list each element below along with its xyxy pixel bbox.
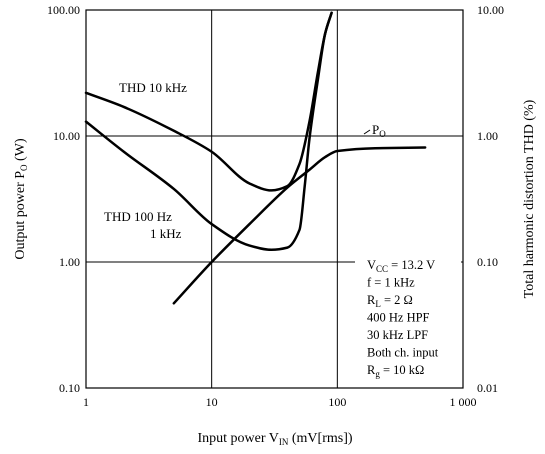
y-right-axis-title: Total harmonic distortion THD (%) [522,99,537,298]
series-line-thd-10-khz [84,11,333,192]
x-tick-label: 100 [328,395,346,409]
condition-line-main: R [367,363,376,377]
series-label-po-main: P [372,122,379,137]
condition-line-main: 30 kHz LPF [367,328,428,342]
condition-line-tail: = 13.2 V [388,258,435,272]
series-label-thd-100hz-1khz: THD 100 Hz 1 kHz [104,209,182,241]
series-line-p [172,146,427,305]
series-label-thd-100hz-line2: 1 kHz [150,226,182,241]
y-left-tick-label: 1.00 [59,255,80,269]
x-axis-title-main: Input power V [197,431,278,446]
condition-line-main: R [367,293,376,307]
series-label-thd-10khz: THD 10 kHz [119,80,187,95]
condition-line: VCC = 13.2 V [367,258,435,274]
labels: Input power VIN (mV[rms])Output power PO… [13,80,537,447]
x-tick-label: 10 [206,395,218,409]
condition-line-main: f = 1 kHz [367,276,415,290]
series-label-po: PO [372,122,386,139]
condition-line: Both ch. input [367,346,439,360]
plot-frame [85,9,464,389]
y-right-tick-label: 0.10 [477,255,498,269]
y-left-axis-title-sub: O [19,164,29,171]
y-right-tick-label: 1.00 [477,129,498,143]
y-left-tick-label: 10.00 [53,129,80,143]
condition-line-sub: CC [376,264,388,274]
condition-line-sub: L [375,299,381,309]
conditions-background [355,254,461,386]
x-tick-label: 1 000 [450,395,477,409]
condition-line: 400 Hz HPF [367,311,430,325]
y-left-tick-label: 0.10 [59,381,80,395]
curves [84,11,427,305]
series-label-thd-10khz-main: THD 10 kHz [119,80,187,95]
condition-line-main: 400 Hz HPF [367,311,430,325]
series-line-thd-100-hz-1-khz [84,11,333,252]
condition-line: Rg = 10 kΩ [367,363,424,379]
x-axis-title-tail: (mV[rms]) [288,431,352,446]
x-axis-title: Input power VIN (mV[rms]) [197,431,352,447]
condition-line: 30 kHz LPF [367,328,428,342]
condition-line-sub: g [375,369,380,379]
ticks: 1 10 100 1 000 0.10 1.00 10.00 100.00 0.01 0.10 1.… [47,3,504,409]
series-label-po-sub: O [379,129,386,139]
po-label-leader [363,129,371,135]
condition-line: RL = 2 Ω [367,293,413,309]
condition-line-tail: = 2 Ω [381,293,413,307]
condition-line: f = 1 kHz [367,276,415,290]
y-right-tick-label: 0.01 [477,381,498,395]
y-left-tick-label: 100.00 [47,3,80,17]
y-left-axis-title: Output power PO (W) [13,138,29,260]
x-tick-label: 1 [83,395,89,409]
condition-line-main: V [367,258,376,272]
y-left-axis-title-main: Output power P [13,171,28,260]
condition-line-tail: = 10 kΩ [380,363,424,377]
y-left-axis-title-tail: (W) [13,138,28,164]
x-axis-title-sub: IN [279,437,289,447]
condition-line-main: Both ch. input [367,346,439,360]
series-label-thd-100hz-line1: THD 100 Hz [104,209,172,224]
y-right-tick-label: 10.00 [477,3,504,17]
